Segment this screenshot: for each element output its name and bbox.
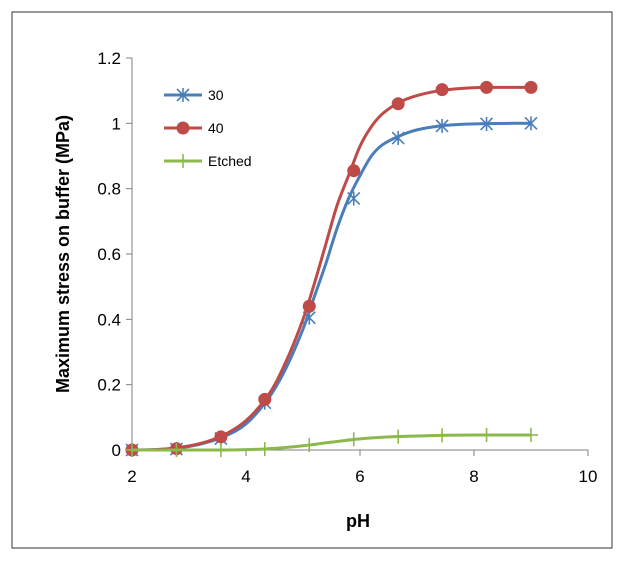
data-point-40 [391,97,405,111]
x-tick-label: 4 [241,467,250,486]
x-tick-label: 6 [355,467,364,486]
data-point-etched [435,428,450,443]
series-line-etched [131,433,531,452]
y-axis-label: Maximum stress on buffer (MPa) [53,115,73,393]
data-point-etched [213,443,228,457]
legend-label-40: 40 [208,120,224,136]
y-tick-label: 0.6 [97,245,121,264]
legend-marker-30 [176,88,190,102]
data-point-30 [347,191,361,206]
legend-marker-40 [176,121,190,135]
chart-frame [11,11,613,549]
y-tick-label: 0.8 [97,180,121,199]
plot-area: 0 0.2 0.4 0.6 0.8 1 1.2 2 4 6 8 10 30 40 Etched [97,49,597,486]
data-point-40 [480,80,494,94]
data-point-etched [257,442,272,457]
data-point-40 [214,430,228,444]
legend-marker-etched [176,154,190,168]
data-point-etched [346,432,361,447]
data-point-etched [169,443,184,457]
y-tick-label: 0.2 [97,376,121,395]
legend-label-etched: Etched [208,153,252,169]
x-tick-label: 10 [579,467,598,486]
data-point-etched [391,429,406,444]
y-tick-label: 0.4 [97,310,121,329]
data-point-30 [435,118,449,133]
data-point-30 [479,116,494,131]
data-point-40 [435,83,449,97]
data-point-40 [347,164,361,178]
x-tick-label: 2 [127,467,136,486]
data-point-etched [302,438,317,453]
legend-label-30: 30 [208,87,224,103]
data-point-etched [524,427,538,442]
y-tick-label: 0 [112,441,121,460]
data-point-30 [524,116,538,131]
data-point-40 [524,80,538,94]
y-tick-label: 1 [112,114,121,133]
data-point-etched [479,427,494,442]
data-point-etched [125,443,139,457]
data-point-30 [391,131,405,146]
data-point-40 [302,299,316,313]
x-axis-label: pH [346,511,370,531]
y-tick-label: 1.2 [97,49,121,68]
x-tick-label: 8 [469,467,478,486]
data-point-40 [258,392,272,406]
